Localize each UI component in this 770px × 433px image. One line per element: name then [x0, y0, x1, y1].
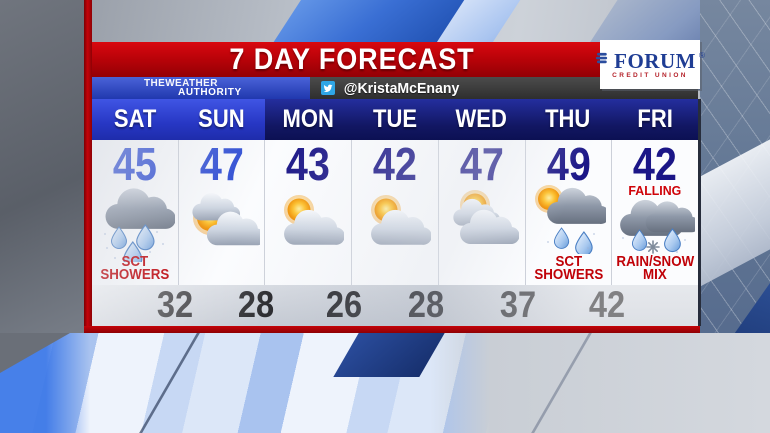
- partly-cloudy-icon: [284, 195, 345, 245]
- page-title: 7 DAY FORECAST: [229, 42, 475, 76]
- forecast-column-fri: 42 FALLING: [612, 140, 698, 285]
- day-header-fri: FRI: [637, 105, 673, 133]
- forum-globe-icon: [596, 52, 608, 63]
- forecast-column-wed: 47: [439, 140, 526, 285]
- panel-right-edge: [698, 99, 701, 326]
- low-temp: 37: [499, 284, 537, 325]
- forecast-body: 45 SCT SHOWERS 47: [92, 140, 698, 285]
- studio-background-left: [0, 0, 86, 350]
- day-header-row: SAT SUN MON TUE WED THU FRI: [92, 99, 698, 140]
- day-header-mon: MON: [282, 105, 335, 133]
- forecast-column-tue: 42: [352, 140, 439, 285]
- partly-cloudy-icon: [191, 193, 260, 246]
- station-logo-line2: AUTHORITY: [178, 87, 242, 98]
- condition-label: SCT SHOWERS: [100, 254, 170, 283]
- high-temp: 45: [112, 138, 157, 190]
- title-bar: 7 DAY FORECAST: [92, 42, 698, 77]
- social-handle-text: @KristaMcEnany: [343, 79, 460, 97]
- condition-label: RAIN/SNOW MIX: [616, 254, 695, 283]
- day-header-thu: THU: [545, 105, 591, 133]
- day-header-tue: TUE: [373, 105, 418, 133]
- social-band: THEWEATHER AUTHORITY @KristaMcEnany: [92, 77, 698, 99]
- sponsor-name: FORUM: [614, 48, 696, 73]
- temp-trend-label: FALLING: [628, 183, 682, 198]
- forecast-column-mon: 43: [265, 138, 353, 285]
- low-temp: 42: [588, 284, 626, 325]
- high-temp: 49: [546, 138, 591, 190]
- high-temp: 47: [199, 138, 244, 190]
- day-header-sat: SAT: [92, 99, 179, 140]
- forecast-column-sun: 47: [179, 140, 266, 285]
- panel-red-border-left: [84, 0, 92, 333]
- forecast-column-sat: 45 SCT SHOWERS: [92, 140, 179, 285]
- partly-cloudy-icon: [371, 195, 432, 245]
- low-temp: 32: [156, 284, 194, 325]
- station-logo: THEWEATHER AUTHORITY: [92, 77, 310, 99]
- sun-scattered-showers-icon: [535, 185, 607, 254]
- sponsor-tagline: CREDIT UNION: [612, 71, 688, 79]
- rain-snow-mix-icon: [620, 199, 696, 254]
- high-temp: 43: [286, 138, 331, 190]
- scattered-showers-icon: [103, 188, 175, 262]
- social-handle: @KristaMcEnany: [242, 77, 542, 99]
- overnight-lows-band: 32 28 26 28 37 42: [92, 285, 698, 326]
- studio-background-bottom-gray: [430, 333, 770, 433]
- low-temp: 28: [407, 284, 445, 325]
- sponsor-logo: FORUM ® CREDIT UNION: [596, 40, 705, 89]
- condition-label: SCT SHOWERS: [533, 254, 603, 283]
- snowflake-icon: [646, 240, 660, 254]
- day-header-sun: SUN: [178, 99, 266, 140]
- day-header-wed: WED: [455, 105, 508, 133]
- low-temp: 28: [237, 284, 275, 325]
- station-logo-line1: THEWEATHER: [144, 78, 218, 89]
- panel-red-border-bottom: [84, 326, 700, 333]
- partly-cloudy-icon: [453, 190, 519, 245]
- high-temp: 42: [633, 138, 678, 190]
- high-temp: 42: [373, 138, 418, 190]
- registered-mark: ®: [698, 50, 705, 60]
- low-temp: 26: [325, 284, 363, 325]
- twitter-icon: [321, 81, 335, 95]
- forecast-column-thu: 49 SCT SHOWERS: [526, 140, 613, 285]
- high-temp: 47: [459, 138, 504, 190]
